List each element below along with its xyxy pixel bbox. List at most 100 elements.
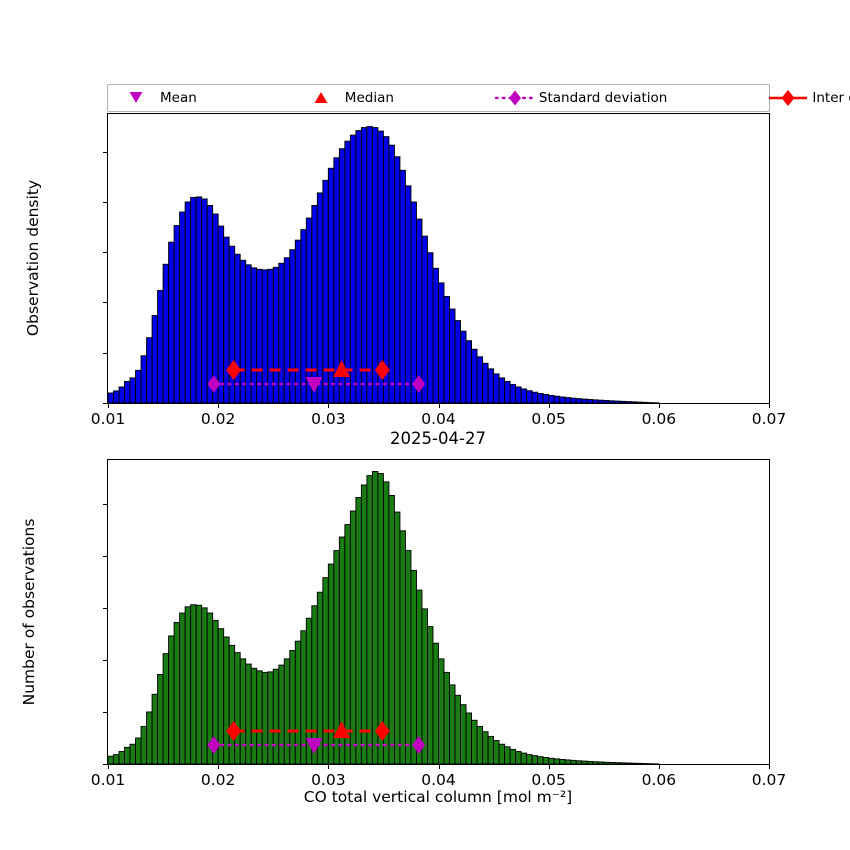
histogram-bar [454, 694, 461, 764]
count-axes [107, 459, 770, 765]
x-tick-mark [548, 765, 550, 769]
iqr-marker [226, 360, 242, 380]
histogram-bar [586, 399, 594, 403]
diamond-dashed-icon [766, 88, 810, 108]
mean-marker [305, 738, 323, 754]
histogram-bar [581, 760, 588, 764]
histogram-bar [504, 380, 511, 403]
x-tick-mark [328, 765, 330, 769]
histogram-bar [300, 229, 307, 403]
histogram-bar [531, 755, 539, 764]
histogram-bar [537, 393, 544, 403]
histogram-bar [432, 267, 439, 403]
histogram-bar [278, 664, 285, 764]
density-axes [107, 113, 770, 404]
histogram-bar [619, 400, 627, 403]
std-deviation-marker [412, 736, 426, 754]
histogram-bar [564, 397, 572, 403]
y-tick-mark [103, 711, 107, 713]
histogram-bar [129, 377, 136, 403]
histogram-bar [118, 386, 125, 403]
histogram-bar [393, 156, 401, 403]
histogram-bar [443, 671, 450, 764]
histogram-bar [487, 735, 495, 764]
legend-entry-iqr: Inter quartile range [766, 85, 850, 111]
histogram-bar [173, 621, 181, 764]
histogram-bar [201, 607, 208, 764]
histogram-bar [427, 252, 434, 403]
histogram-bar [344, 524, 351, 764]
x-tick-label: 0.07 [751, 410, 787, 428]
histogram-bar [360, 484, 368, 764]
histogram-bar [234, 253, 241, 403]
histogram-bar [371, 127, 379, 403]
histogram-bar [382, 481, 390, 764]
histogram-bar [515, 751, 522, 764]
histogram-bar [327, 167, 335, 403]
histogram-bar [471, 348, 478, 403]
histogram-bar [526, 754, 533, 764]
x-tick-label: 0.04 [421, 771, 456, 789]
histogram-bar [410, 569, 417, 764]
diamond-dotted-icon [493, 88, 537, 108]
histogram-bar [371, 470, 379, 764]
histogram-bar [162, 263, 170, 403]
histogram-bar [261, 671, 269, 764]
histogram-bar [135, 369, 142, 403]
x-tick-mark [328, 404, 330, 408]
histogram-bar [575, 760, 583, 764]
x-tick-mark [108, 765, 109, 769]
histogram-bar [460, 704, 467, 764]
histogram-bar [487, 368, 495, 403]
x-tick-label: 0.01 [90, 410, 126, 428]
histogram-bar [421, 608, 428, 764]
density-plot-area [108, 126, 660, 403]
histogram-bar [548, 757, 555, 764]
histogram-bar [498, 377, 506, 403]
histogram-bar [129, 743, 136, 764]
histogram-bar [465, 340, 473, 403]
histogram-bar [316, 192, 324, 403]
histogram-bar [405, 550, 412, 764]
histogram-bar [184, 201, 192, 403]
histogram-bar [603, 400, 610, 403]
histogram-bar [250, 667, 258, 764]
histogram-bar [173, 225, 181, 403]
histogram-bar [570, 759, 577, 764]
histogram-bar [360, 127, 368, 403]
x-tick-label: 0.03 [311, 410, 346, 428]
histogram-bar [520, 752, 528, 764]
histogram-bar [476, 356, 484, 403]
histogram-bar [184, 606, 192, 764]
histogram-bar [482, 362, 489, 403]
histogram-bar [195, 196, 203, 403]
histogram-bar [597, 399, 605, 403]
histogram-bar [366, 126, 373, 403]
y-tick-mark [103, 659, 107, 661]
histogram-bar [135, 737, 142, 764]
histogram-bar [157, 289, 164, 403]
histogram-bar [493, 740, 500, 764]
histogram-bar [294, 239, 302, 403]
histogram-bar [245, 663, 252, 764]
histogram-bar [427, 626, 434, 764]
triangle-up-icon [299, 88, 343, 108]
histogram-bar [641, 401, 649, 403]
histogram-bar [349, 510, 357, 764]
histogram-bar [151, 693, 159, 764]
histogram-bar [179, 612, 186, 764]
histogram-bar [377, 473, 384, 764]
histogram-bar [636, 762, 643, 764]
std-deviation-marker [207, 375, 221, 393]
histogram-bar [283, 658, 291, 764]
y-tick-mark [103, 403, 107, 404]
y-tick-mark [103, 607, 107, 609]
histogram-bar [432, 642, 439, 764]
x-tick-label: 0.07 [751, 771, 787, 789]
x-tick-label: 0.04 [421, 410, 456, 428]
std-deviation-marker [412, 375, 426, 393]
y-tick-mark [103, 201, 107, 203]
histogram-bar [355, 130, 362, 403]
histogram-bar [344, 140, 351, 403]
